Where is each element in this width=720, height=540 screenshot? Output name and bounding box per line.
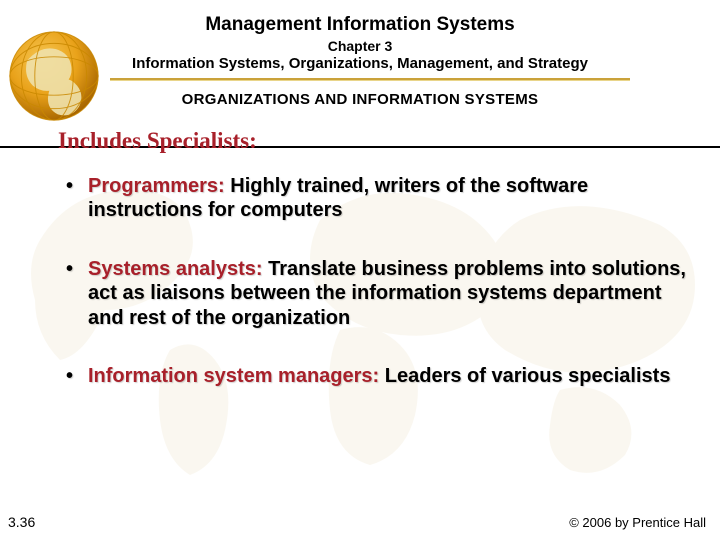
slide-heading: Includes Specialists: bbox=[58, 128, 690, 154]
page-number: 3.36 bbox=[8, 514, 35, 530]
list-item: Information system managers: Leaders of … bbox=[58, 364, 690, 388]
bullet-text: Leaders of various specialists bbox=[379, 365, 670, 387]
gold-divider bbox=[110, 78, 630, 81]
list-item: Systems analysts: Translate business pro… bbox=[58, 257, 690, 330]
chapter-subtitle: Information Systems, Organizations, Mana… bbox=[0, 55, 720, 72]
section-title: ORGANIZATIONS AND INFORMATION SYSTEMS bbox=[0, 91, 720, 108]
bullet-term: Information system managers: bbox=[88, 365, 379, 387]
copyright-text: © 2006 by Prentice Hall bbox=[569, 515, 706, 530]
book-title: Management Information Systems bbox=[0, 14, 720, 36]
slide-header: Management Information Systems Chapter 3… bbox=[0, 0, 720, 108]
bullet-term: Systems analysts: bbox=[88, 258, 263, 280]
chapter-number: Chapter 3 bbox=[0, 38, 720, 54]
bullet-term: Programmers: bbox=[88, 175, 225, 197]
slide-body: Includes Specialists: Programmers: Highl… bbox=[0, 128, 720, 388]
bullet-list: Programmers: Highly trained, writers of … bbox=[58, 174, 690, 388]
list-item: Programmers: Highly trained, writers of … bbox=[58, 174, 690, 223]
